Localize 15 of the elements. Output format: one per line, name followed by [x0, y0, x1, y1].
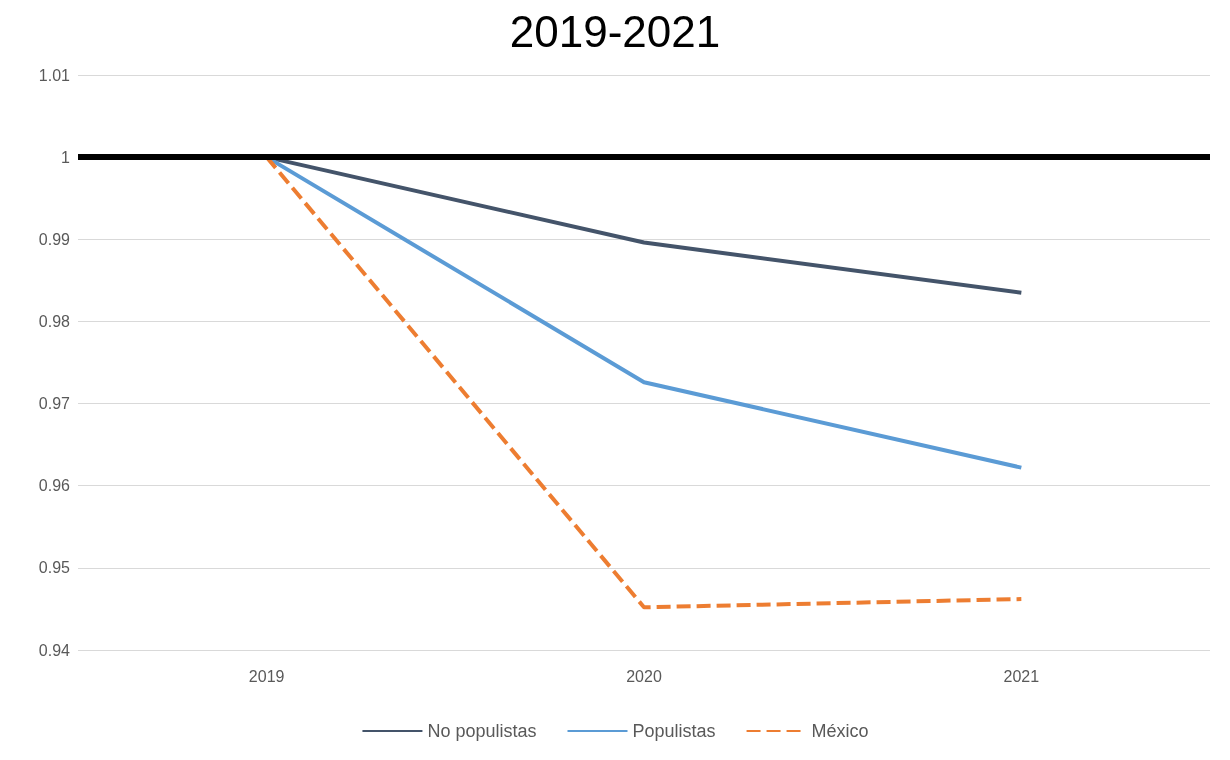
legend-label: Populistas	[632, 721, 716, 741]
legend-label: No populistas	[427, 721, 537, 741]
y-tick-label: 0.95	[38, 559, 71, 577]
y-tick-label: 0.98	[38, 312, 71, 330]
chart-title: 2019-2021	[509, 6, 721, 56]
y-tick-label: 0.97	[38, 395, 71, 413]
y-tick-label: 1	[61, 148, 71, 166]
x-tick-label: 2020	[626, 667, 662, 685]
y-tick-label: 0.99	[38, 230, 71, 248]
x-tick-label: 2019	[248, 667, 285, 685]
x-tick-label: 2021	[1003, 667, 1040, 685]
legend-label: México	[811, 721, 869, 741]
y-tick-label: 0.96	[38, 477, 71, 495]
y-tick-label: 1.01	[38, 66, 71, 84]
y-tick-label: 0.94	[38, 641, 71, 659]
